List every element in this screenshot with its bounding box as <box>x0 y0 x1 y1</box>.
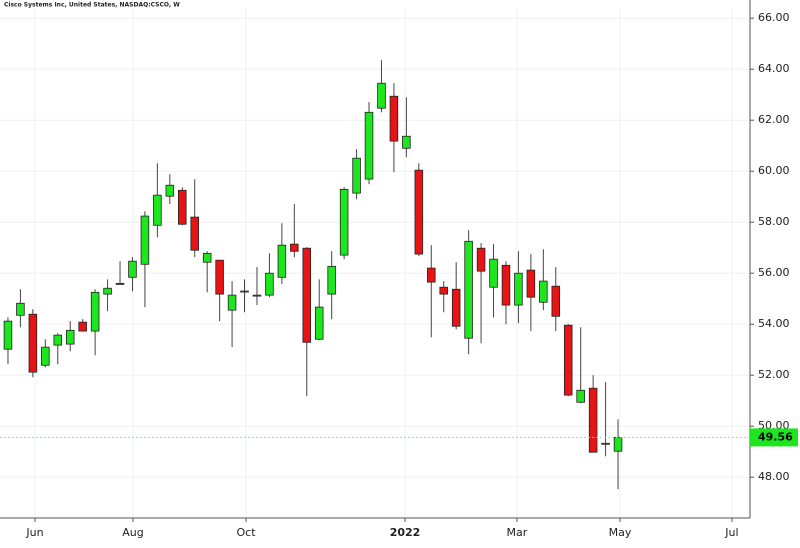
candle-body <box>389 95 399 142</box>
candle-body <box>290 243 299 252</box>
candle-body <box>215 259 224 295</box>
candle-body <box>153 194 162 226</box>
candle-body <box>601 442 610 445</box>
y-tick-label: 62.00 <box>758 113 790 126</box>
x-tick-label: Oct <box>237 526 257 539</box>
candle-body <box>451 288 461 327</box>
candle-body <box>551 285 561 317</box>
candle-body <box>178 189 187 225</box>
candle-body <box>302 247 312 343</box>
candle-body <box>190 216 199 251</box>
candle-body <box>427 267 436 283</box>
x-tick-label: Jun <box>25 526 43 539</box>
y-tick-label: 58.00 <box>758 215 790 228</box>
candle-body <box>514 272 523 306</box>
candle-body <box>277 244 287 278</box>
candle-body <box>41 346 50 366</box>
candle-body <box>28 313 38 373</box>
candle-body <box>78 321 87 332</box>
candle-body <box>526 269 536 298</box>
candle-body <box>202 252 212 263</box>
candle-body <box>439 286 448 295</box>
candle-body <box>489 258 498 288</box>
candle-body <box>377 82 386 109</box>
last-price-box <box>750 428 798 447</box>
candle-body <box>314 306 324 340</box>
x-tick-label: May <box>609 526 632 539</box>
candle-body <box>613 437 623 452</box>
candle-body <box>140 215 150 265</box>
candle-body <box>265 272 274 296</box>
candle-body <box>476 247 486 272</box>
y-tick-label: 48.00 <box>758 470 790 483</box>
x-tick-label: Aug <box>122 526 143 539</box>
candle-body <box>90 291 100 332</box>
candle-body <box>464 240 473 339</box>
y-tick-label: 52.00 <box>758 368 790 381</box>
candle-body <box>16 302 25 316</box>
candle-body <box>339 188 349 256</box>
candle-body <box>402 135 411 149</box>
candle-body <box>327 265 336 295</box>
candle-body <box>501 264 511 306</box>
last-price-label: 49.56 <box>758 430 793 443</box>
candle-body <box>128 260 137 278</box>
y-tick-label: 54.00 <box>758 317 790 330</box>
candle-body <box>103 287 112 295</box>
candle-body <box>165 184 175 197</box>
candle-body <box>3 320 13 350</box>
candle-body <box>563 324 573 396</box>
candle-body <box>364 111 374 180</box>
candle-body <box>414 169 424 255</box>
candle-body <box>252 294 262 297</box>
y-tick-label: 64.00 <box>758 62 790 75</box>
candle-body <box>115 282 125 285</box>
y-tick-label: 66.00 <box>758 11 790 24</box>
x-tick-label: Mar <box>507 526 528 539</box>
candle-body <box>588 387 598 453</box>
y-tick-label: 56.00 <box>758 266 790 279</box>
candle-body <box>352 157 361 194</box>
y-tick-label: 60.00 <box>758 164 790 177</box>
candle-body <box>240 290 249 293</box>
candle-body <box>227 294 237 311</box>
candle-body <box>53 334 63 346</box>
chart-title: Cisco Systems Inc, United States, NASDAQ… <box>4 2 180 9</box>
candle-body <box>539 280 548 303</box>
x-tick-label: 2022 <box>390 526 421 539</box>
candle-body <box>65 329 75 345</box>
x-tick-label: Jul <box>724 526 738 539</box>
candle-body <box>576 389 585 403</box>
